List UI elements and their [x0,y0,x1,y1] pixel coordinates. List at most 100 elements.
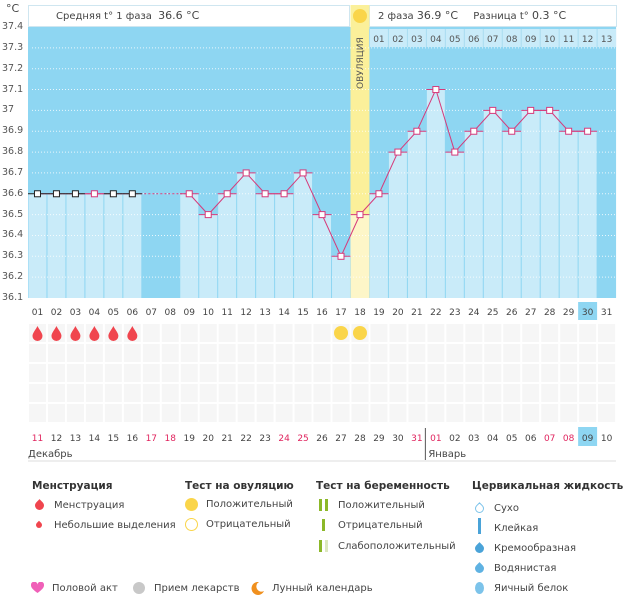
temperature-point [508,127,516,135]
date-label: 11 [32,434,43,444]
event-cell [598,404,616,422]
phase2-day-label: 01 [373,35,384,45]
y-tick-label: 36.8 [2,146,24,158]
event-cell [541,324,559,342]
event-cell [294,404,312,422]
legend-label: Слабоположительный [338,540,456,552]
temperature-bar [369,193,388,298]
temperature-point [356,211,364,219]
event-cell [579,364,597,382]
date-label: 07 [544,434,555,444]
event-cell [218,324,236,342]
event-cell [199,344,217,362]
temperature-point [109,190,117,198]
event-cell [541,404,559,422]
ovulation-sun-icon [352,9,367,23]
legend-pregnancy-positive: Положительный [316,498,425,512]
phase1-value: 36.6 °C [158,9,200,22]
today-highlight [578,302,598,320]
event-cell [218,404,236,422]
month-december: Декабрь [28,449,73,460]
temperature-point [90,190,98,198]
date-label: 02 [449,434,460,444]
event-cell [560,324,578,342]
event-cell [123,364,141,382]
y-tick-label: 37.2 [2,62,24,74]
phase2-day-label: 06 [468,35,480,45]
temperature-bar [47,193,66,298]
y-tick-label: 36.2 [2,271,24,283]
date-label: 06 [525,434,537,444]
legend-menstruation-title: Менструация [32,480,113,492]
date-label: 19 [184,434,196,444]
phase2-value: 36.9 °C [416,9,459,22]
event-cell [598,364,616,382]
date-label: 16 [127,434,139,444]
event-cell [29,364,46,382]
event-cell [522,364,540,382]
small-drop-icon [32,518,46,532]
temperature-bar [483,110,502,298]
event-cell [465,404,483,422]
date-label: 24 [278,434,290,444]
y-tick-label: 37.3 [2,41,24,53]
temperature-bar [237,172,256,298]
faint-lines-icon [316,539,330,553]
moon-icon [250,581,264,595]
event-cell [47,404,65,422]
event-cell [218,384,236,402]
date-label: 15 [108,434,119,444]
event-cell [199,364,217,382]
menstruation-drop-icon [51,326,62,342]
y-tick-label: 36.3 [2,250,24,262]
event-cell [389,344,407,362]
legend-label: Яичный белок [494,582,569,594]
temperature-point [432,86,440,94]
y-tick-label: 36.6 [2,187,24,199]
event-cell [47,344,65,362]
event-cell [541,344,559,362]
day-label: 06 [127,308,139,318]
temperature-point [375,190,383,198]
event-cell [313,344,331,362]
legend-cervical-watery: Водянистая [472,561,556,575]
event-cell [180,384,198,402]
day-label: 17 [335,308,346,318]
eggwhite-drop-icon [472,581,486,595]
legend-pregnancy-title: Тест на беременность [316,480,450,492]
event-cell [522,324,540,342]
day-label: 10 [202,308,214,318]
pill-icon [132,581,146,595]
event-cell [161,324,179,342]
temperature-bar [294,172,313,298]
event-cell [47,384,65,402]
event-cell [123,404,141,422]
date-label: 21 [221,434,232,444]
event-cell [522,344,540,362]
phase2-day-label: 03 [411,35,422,45]
date-label: 31 [411,434,422,444]
legend-label: Водянистая [494,562,557,574]
event-cell [579,404,597,422]
day-label: 31 [601,308,612,318]
event-cell [579,384,597,402]
legend-ovulation-positive: Положительный [185,498,293,511]
event-cell [256,344,274,362]
event-cell [427,364,445,382]
date-label: 13 [70,434,81,444]
temperature-point [413,127,421,135]
temperature-point [337,252,345,260]
y-tick-label: 37 [2,104,15,116]
temperature-point [470,127,478,135]
event-cell [199,384,217,402]
event-cell [427,344,445,362]
temperature-bar [540,110,559,298]
day-label: 11 [221,308,232,318]
menstruation-drop-icon [89,326,100,342]
event-cell [275,364,293,382]
event-cell [332,384,350,402]
event-cell [484,344,502,362]
day-label: 27 [525,308,536,318]
event-cell [66,404,84,422]
event-cell [351,384,369,402]
